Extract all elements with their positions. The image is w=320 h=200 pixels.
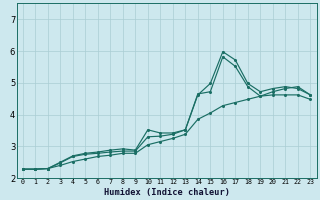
- X-axis label: Humidex (Indice chaleur): Humidex (Indice chaleur): [104, 188, 229, 197]
